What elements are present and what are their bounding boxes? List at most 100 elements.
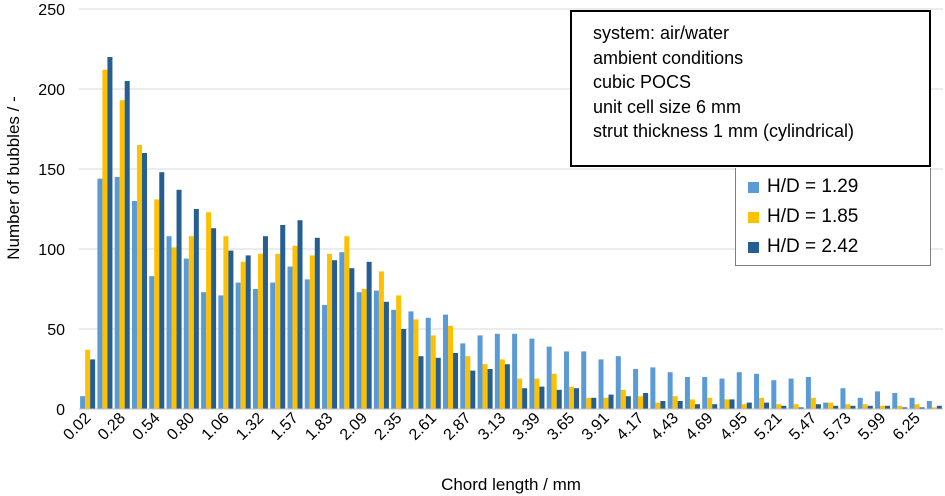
x-tick-label: 1.57: [268, 410, 302, 444]
bar-series-3-6.25: [919, 407, 925, 409]
bar-series-3-2.48: [418, 356, 424, 409]
bar-series-1-0.93: [201, 292, 207, 409]
bar-series-3-1.19: [245, 255, 251, 409]
bar-series-1-2.48: [408, 311, 414, 409]
bar-series-2-3.39: [534, 378, 540, 409]
bar-series-3-1.32: [262, 236, 268, 409]
x-tick-label: 0.28: [95, 410, 129, 444]
bar-series-2-1.19: [240, 261, 246, 409]
bar-series-1-2.74: [443, 314, 449, 409]
bar-series-3-4.43: [677, 401, 683, 409]
x-tick-label: 2.87: [441, 410, 475, 444]
bar-series-1-4.82: [719, 378, 725, 409]
bar-series-2-1.57: [292, 245, 298, 409]
bar-series-1-6.38: [926, 401, 932, 409]
bar-series-2-4.82: [724, 399, 730, 409]
bar-series-1-3.52: [546, 346, 552, 409]
bar-series-1-3.39: [529, 338, 535, 409]
x-tick-label: 3.39: [510, 410, 544, 444]
x-tick-label: 2.35: [371, 410, 405, 444]
bar-series-1-0.54: [149, 276, 155, 409]
bar-series-1-1.70: [304, 279, 310, 409]
bar-series-1-6.25: [909, 397, 915, 409]
bar-series-2-5.99: [880, 405, 886, 409]
bar-series-3-5.08: [764, 402, 770, 409]
bar-series-1-4.56: [684, 377, 690, 409]
bar-series-3-0.54: [159, 172, 165, 409]
bar-series-1-4.17: [633, 369, 639, 409]
bar-series-3-3.26: [522, 388, 528, 409]
bar-series-2-5.60: [828, 402, 834, 409]
bar-series-1-2.61: [425, 317, 431, 409]
bar-series-1-5.47: [805, 377, 811, 409]
bar-series-2-1.32: [257, 253, 263, 409]
bar-series-3-1.06: [228, 250, 234, 409]
bar-series-3-4.82: [729, 399, 735, 409]
bar-series-2-5.47: [810, 397, 816, 409]
x-tick-label: 3.65: [544, 410, 578, 444]
bar-series-1-0.02: [80, 396, 86, 409]
x-tick-label: 5.99: [855, 410, 889, 444]
bar-series-2-0.93: [206, 212, 212, 409]
bar-series-2-2.61: [430, 335, 436, 409]
bar-series-1-0.28: [114, 177, 120, 409]
bar-series-2-4.56: [689, 399, 695, 409]
legend-label-series-1: H/D = 1.29: [767, 176, 859, 197]
annotation-line-cell-size: unit cell size 6 mm: [593, 96, 742, 117]
legend-item-series-1: H/D = 1.29: [736, 172, 930, 202]
bar-series-1-0.67: [166, 236, 172, 409]
bar-series-3-3.65: [573, 388, 579, 409]
bar-series-2-3.65: [568, 386, 574, 409]
bar-series-2-3.78: [586, 397, 592, 409]
bar-series-1-3.78: [581, 351, 587, 409]
legend-label-series-2: H/D = 1.85: [767, 206, 859, 227]
bar-series-3-5.21: [781, 405, 787, 409]
bar-series-3-2.35: [401, 329, 407, 409]
y-tick-label: 0: [56, 402, 65, 419]
bar-series-2-1.45: [275, 253, 281, 409]
bar-series-1-5.60: [823, 402, 829, 409]
bar-series-1-5.86: [857, 397, 863, 409]
bar-series-1-1.57: [287, 266, 293, 409]
bar-series-1-5.08: [754, 373, 760, 409]
legend-item-series-2: H/D = 1.85: [736, 202, 930, 232]
bar-series-3-4.30: [660, 401, 666, 409]
y-tick-label: 200: [38, 82, 65, 99]
annotation-line-structure: cubic POCS: [593, 72, 692, 92]
bar-series-3-0.67: [176, 189, 182, 409]
x-tick-label: 5.21: [752, 410, 786, 444]
bar-series-2-4.43: [672, 396, 678, 409]
bar-series-3-5.47: [815, 404, 821, 409]
x-axis-ticks: 0.02 0.28 0.54 0.80 1.06 1.32 1.57 1.83 2.09 2.35…: [60, 410, 924, 444]
legend-label-series-3: H/D = 2.42: [767, 236, 859, 257]
bar-series-2-5.08: [759, 397, 765, 409]
bar-series-2-3.13: [499, 359, 505, 409]
bar-series-3-5.60: [833, 405, 839, 409]
bar-series-3-4.95: [746, 402, 752, 409]
bar-series-2-4.69: [707, 397, 713, 409]
bar-series-3-3.52: [556, 389, 562, 409]
bar-series-2-1.83: [327, 253, 333, 409]
bar-series-3-1.45: [280, 225, 286, 409]
x-tick-label: 5.47: [786, 410, 820, 444]
bar-series-2-1.70: [309, 255, 315, 409]
bar-series-3-0.80: [193, 209, 199, 409]
bar-series-3-2.87: [470, 370, 476, 409]
bar-series-3-6.12: [902, 407, 908, 409]
bar-series-2-0.02: [85, 349, 91, 409]
x-tick-label: 6.25: [890, 410, 924, 444]
bar-series-2-6.12: [897, 405, 903, 409]
bars: [80, 57, 942, 410]
bar-series-2-5.34: [793, 404, 799, 409]
bar-series-2-4.04: [620, 389, 626, 409]
legend-swatch-series-1: [748, 181, 759, 193]
x-tick-label: 1.32: [233, 410, 267, 444]
x-tick-label: 1.06: [199, 410, 233, 444]
bar-series-1-3.91: [598, 359, 604, 409]
bar-series-2-0.67: [171, 247, 177, 409]
x-tick-label: 2.61: [406, 410, 440, 444]
bar-series-3-0.28: [124, 81, 130, 409]
bar-series-1-2.87: [460, 343, 466, 409]
bar-series-2-0.28: [119, 100, 125, 409]
